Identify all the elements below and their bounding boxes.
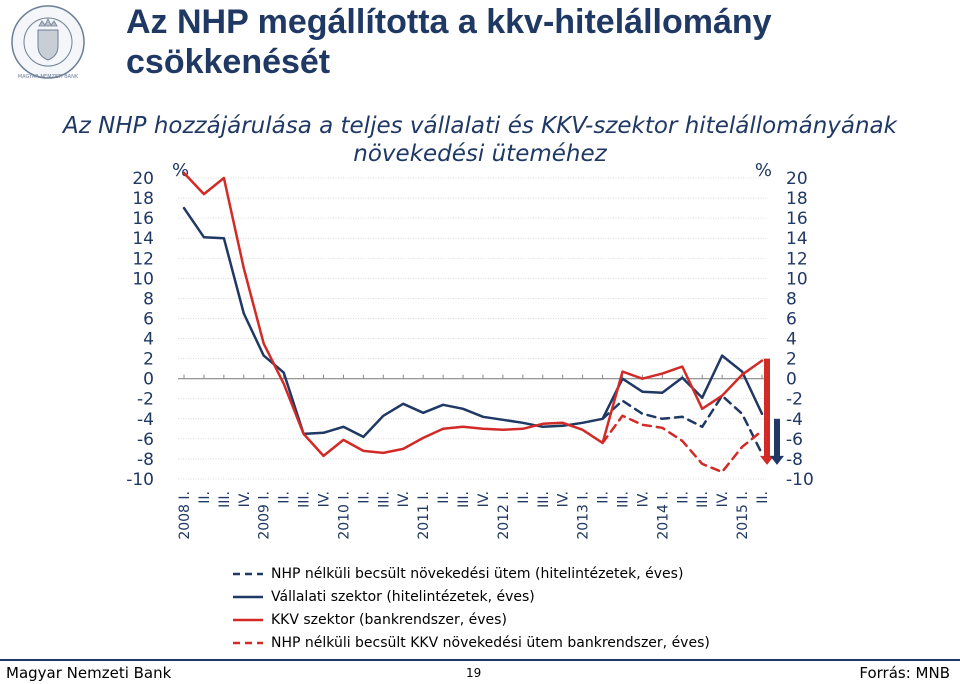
x-tick-label: II. bbox=[675, 491, 691, 504]
y-tick-label-right: -2 bbox=[786, 390, 803, 410]
y-tick-label-left: 8 bbox=[143, 289, 154, 309]
legend-item: NHP nélküli becsült KKV növekedési ütem … bbox=[233, 631, 710, 654]
series-line-1 bbox=[182, 206, 764, 439]
y-axis-unit-right: % bbox=[755, 160, 772, 181]
y-tick-label-left: -2 bbox=[137, 390, 154, 410]
y-axis-unit-left: % bbox=[172, 160, 189, 181]
x-tick-label: 2009 I. bbox=[257, 491, 273, 540]
y-tick-label-left: 14 bbox=[132, 229, 154, 249]
chart-title: Az NHP hozzájárulása a teljes vállalati … bbox=[63, 113, 897, 167]
y-tick-label-left: 12 bbox=[132, 249, 154, 269]
x-tick-label: IV. bbox=[556, 491, 572, 507]
x-tick-label: IV. bbox=[635, 491, 651, 507]
x-tick-label: II. bbox=[356, 491, 372, 504]
right-marker-bar bbox=[774, 418, 780, 459]
page-number: 19 bbox=[466, 666, 482, 680]
y-tick-label-left: -6 bbox=[137, 430, 154, 450]
x-tick-label: 2011 I. bbox=[416, 491, 432, 540]
x-tick-label: III. bbox=[615, 491, 631, 508]
y-tick-label-left: 16 bbox=[132, 209, 154, 229]
y-tick-label-right: 20 bbox=[786, 169, 808, 189]
series-line-0 bbox=[601, 394, 764, 456]
footer-organization: Magyar Nemzeti Bank bbox=[6, 664, 172, 682]
x-tick-label: II. bbox=[277, 491, 293, 504]
y-tick-label-right: 14 bbox=[786, 229, 808, 249]
legend-item: KKV szektor (bankrendszer, éves) bbox=[233, 608, 710, 631]
y-tick-label-left: -10 bbox=[126, 470, 154, 490]
logo-ring-text: MAGYAR NEMZETI BANK bbox=[18, 74, 79, 80]
x-tick-label: III. bbox=[297, 491, 313, 508]
y-tick-label-right: 12 bbox=[786, 249, 808, 269]
series-line-3 bbox=[601, 414, 764, 474]
chart-legend: NHP nélküli becsült növekedési ütem (hit… bbox=[233, 562, 710, 654]
y-tick-label-right: -6 bbox=[786, 430, 803, 450]
legend-label: NHP nélküli becsült KKV növekedési ütem … bbox=[271, 634, 710, 651]
right-marker-arrowhead bbox=[770, 455, 784, 465]
y-tick-label-left: 10 bbox=[132, 269, 154, 289]
y-tick-label-right: 10 bbox=[786, 269, 808, 289]
x-tick-label: IV. bbox=[237, 491, 253, 507]
legend-swatch-solid-red bbox=[233, 618, 263, 621]
page-title: Az NHP megállította a kkv-hitelállomány … bbox=[126, 3, 772, 81]
footer-divider bbox=[0, 659, 960, 661]
legend-label: NHP nélküli becsült növekedési ütem (hit… bbox=[271, 565, 684, 582]
x-tick-label: 2008 I. bbox=[177, 491, 193, 540]
x-tick-label: II. bbox=[197, 491, 213, 504]
y-tick-label-right: 6 bbox=[786, 309, 797, 329]
legend-label: KKV szektor (bankrendszer, éves) bbox=[271, 611, 507, 628]
x-tick-label: 2012 I. bbox=[496, 491, 512, 540]
y-tick-label-left: 18 bbox=[132, 189, 154, 209]
x-tick-label: III. bbox=[536, 491, 552, 508]
x-tick-label: III. bbox=[695, 491, 711, 508]
y-tick-label-left: 4 bbox=[143, 330, 154, 350]
y-tick-label-right: -8 bbox=[786, 450, 803, 470]
y-tick-label-right: 4 bbox=[786, 330, 797, 350]
y-tick-label-right: -10 bbox=[786, 470, 814, 490]
x-tick-label: II. bbox=[516, 491, 532, 504]
y-tick-label-left: -4 bbox=[137, 410, 154, 430]
x-tick-label: II. bbox=[755, 491, 771, 504]
x-tick-label: III. bbox=[376, 491, 392, 508]
right-marker-arrowhead bbox=[760, 455, 774, 465]
x-tick-label: 2015 I. bbox=[735, 491, 751, 540]
legend-swatch-solid-navy bbox=[233, 595, 263, 598]
right-marker-bar bbox=[764, 358, 770, 459]
x-tick-label: II. bbox=[436, 491, 452, 504]
footer-source: Forrás: MNB bbox=[859, 664, 950, 682]
legend-item: Vállalati szektor (hitelintézetek, éves) bbox=[233, 585, 710, 608]
y-tick-label-right: 8 bbox=[786, 289, 797, 309]
x-tick-label: IV. bbox=[476, 491, 492, 507]
legend-item: NHP nélküli becsült növekedési ütem (hit… bbox=[233, 562, 710, 585]
legend-swatch-dashed-red bbox=[233, 641, 263, 644]
y-tick-label-left: -8 bbox=[137, 450, 154, 470]
y-tick-label-left: 20 bbox=[132, 169, 154, 189]
y-tick-label-left: 0 bbox=[143, 370, 154, 390]
x-tick-label: II. bbox=[596, 491, 612, 504]
y-tick-label-right: 0 bbox=[786, 370, 797, 390]
x-tick-label: 2010 I. bbox=[336, 491, 352, 540]
y-tick-label-left: 6 bbox=[143, 309, 154, 329]
x-tick-label: 2014 I. bbox=[655, 491, 671, 540]
legend-label: Vállalati szektor (hitelintézetek, éves) bbox=[271, 588, 535, 605]
x-tick-label: 2013 I. bbox=[576, 491, 592, 540]
mnb-logo: MAGYAR NEMZETI BANK bbox=[11, 5, 85, 80]
y-tick-label-right: 18 bbox=[786, 189, 808, 209]
x-tick-label: IV. bbox=[396, 491, 412, 507]
y-tick-label-right: -4 bbox=[786, 410, 803, 430]
legend-swatch-dashed-navy bbox=[233, 572, 263, 575]
y-tick-label-left: 2 bbox=[143, 350, 154, 370]
series-line-2 bbox=[182, 171, 764, 458]
x-tick-label: III. bbox=[456, 491, 472, 508]
x-tick-label: IV. bbox=[715, 491, 731, 507]
x-tick-label: IV. bbox=[317, 491, 333, 507]
x-tick-label: III. bbox=[217, 491, 233, 508]
y-tick-label-right: 16 bbox=[786, 209, 808, 229]
y-tick-label-right: 2 bbox=[786, 350, 797, 370]
